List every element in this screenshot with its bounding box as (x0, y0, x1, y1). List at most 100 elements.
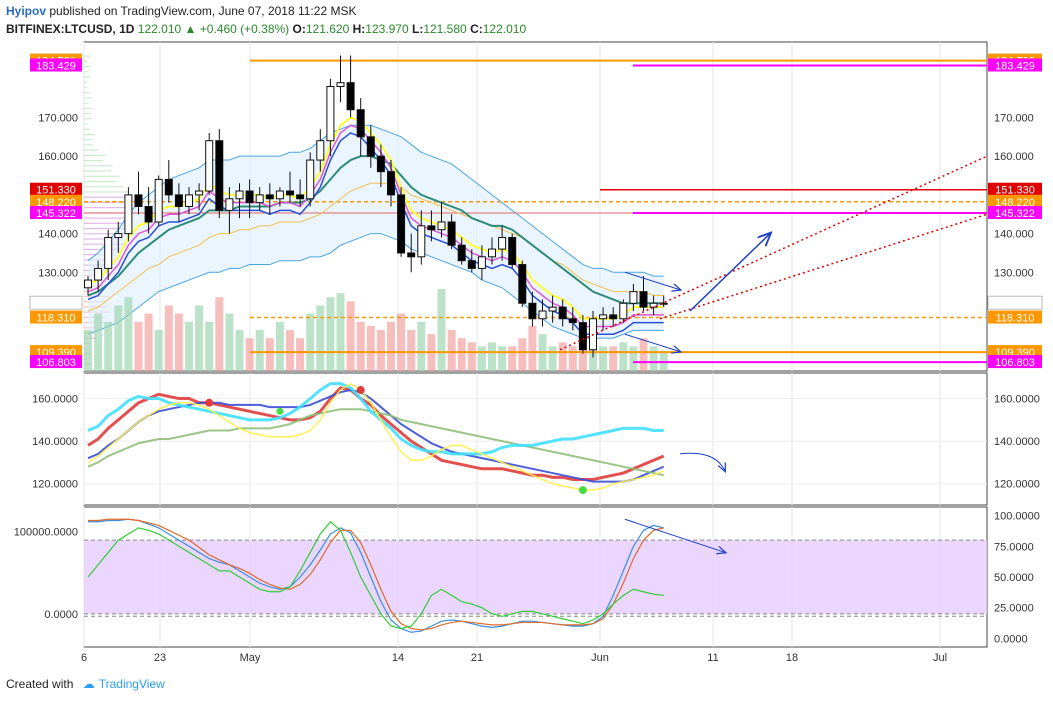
candle-body (135, 195, 142, 207)
volume-bar (135, 322, 143, 371)
candle-body (327, 87, 334, 141)
volume-bar (498, 346, 506, 371)
candle-body (145, 207, 152, 222)
price-tag-right-text: 183.429 (995, 60, 1035, 72)
candle-body (458, 245, 465, 260)
candle-body (478, 257, 485, 269)
signal-dot (205, 399, 213, 407)
volume-bar (236, 330, 244, 371)
candle-body (438, 222, 445, 230)
candle-body (236, 191, 243, 199)
candle-body (95, 268, 102, 280)
x-tick-label: May (240, 652, 261, 664)
created-with-label: Created with (6, 677, 73, 691)
candle-body (317, 141, 324, 160)
signal-dot (357, 386, 365, 394)
volume-bar (256, 330, 264, 371)
price-y-tick-right: 130.000 (994, 267, 1034, 279)
candle-body (165, 179, 172, 194)
candle-body (418, 226, 425, 257)
volume-bar (468, 342, 476, 371)
indicator-y-tick-right: 140.0000 (994, 436, 1040, 448)
candle-body (246, 191, 253, 203)
volume-bar (407, 330, 415, 371)
volume-bar (599, 346, 607, 371)
candle-body (579, 323, 586, 350)
tradingview-logo-icon[interactable]: ☁ (83, 677, 95, 691)
volume-profile-bar (84, 134, 95, 135)
volume-profile-bar (84, 181, 117, 182)
candle-body (367, 137, 374, 156)
candle-body (489, 249, 496, 257)
x-tick-label: 6 (81, 652, 87, 664)
volume-bar (306, 314, 314, 371)
volume-bar (225, 314, 233, 371)
candle-body (115, 234, 122, 238)
volume-bar (104, 322, 112, 371)
candle-body (377, 156, 384, 171)
volume-bar (478, 346, 486, 371)
volume-profile-bar (84, 144, 93, 145)
volume-bar (155, 330, 163, 371)
candle-body (398, 195, 405, 253)
volume-bar (660, 351, 668, 372)
candle-body (347, 83, 354, 110)
candle-body (428, 226, 435, 230)
volume-bar (286, 330, 294, 371)
tradingview-brand[interactable]: TradingView (99, 677, 165, 691)
candle-body (226, 199, 233, 211)
indicator-y-tick-left: 120.0000 (32, 479, 78, 491)
volume-bar (458, 338, 466, 371)
volume-bar (650, 346, 658, 371)
x-tick-label: 14 (392, 652, 404, 664)
volume-bar (165, 305, 173, 371)
volume-bar (195, 305, 203, 371)
candle-body (448, 222, 455, 245)
signal-dot (579, 486, 587, 494)
forecast-arrow-up (690, 234, 770, 311)
osc-y-tick-right: 75.0000 (994, 541, 1034, 553)
candle-body (559, 307, 566, 319)
candle-body (85, 280, 92, 288)
volume-profile-bar (84, 82, 87, 83)
price-y-tick-left: 170.000 (38, 112, 78, 124)
volume-profile-bar (84, 176, 120, 177)
volume-profile-bar (84, 191, 127, 192)
volume-profile-bar (84, 76, 90, 77)
price-y-tick-right: 170.000 (994, 112, 1034, 124)
candle-body (610, 315, 617, 319)
indicator-y-tick-left: 160.0000 (32, 394, 78, 406)
candle-body (125, 195, 132, 234)
volume-profile-bar (84, 97, 91, 98)
candle-body (266, 195, 273, 199)
volume-bar (528, 326, 536, 371)
volume-bar (387, 322, 395, 371)
volume-profile-bar (84, 217, 131, 218)
indicator-series-line (88, 384, 664, 454)
volume-bar (377, 330, 385, 371)
volume-profile-bar (84, 56, 90, 57)
osc-y-tick-right: 25.0000 (994, 603, 1034, 615)
trendline-lower (660, 214, 987, 319)
osc-y-tick-left: 100000.0000 (14, 527, 78, 539)
volume-profile-bar (84, 71, 88, 72)
volume-bar (629, 346, 637, 371)
volume-profile-bar (84, 139, 92, 140)
volume-bar (448, 330, 456, 371)
volume-profile-bar (84, 170, 111, 171)
volume-bar (185, 322, 193, 371)
price-y-tick-right: 140.000 (994, 229, 1034, 241)
volume-profile-bar (84, 186, 124, 187)
price-tag-right-text: 118.310 (996, 313, 1035, 325)
volume-bar (114, 305, 122, 371)
candle-body (529, 303, 536, 318)
x-tick-label: 21 (471, 652, 483, 664)
trendline-upper (560, 156, 987, 350)
price-tag-left-text: 106.803 (36, 357, 76, 369)
volume-profile-bar (84, 150, 98, 151)
volume-bar (175, 314, 183, 371)
price-tag-right-text: 122.010 (995, 298, 1035, 310)
candle-body (569, 319, 576, 323)
x-tick-label: 18 (786, 652, 798, 664)
